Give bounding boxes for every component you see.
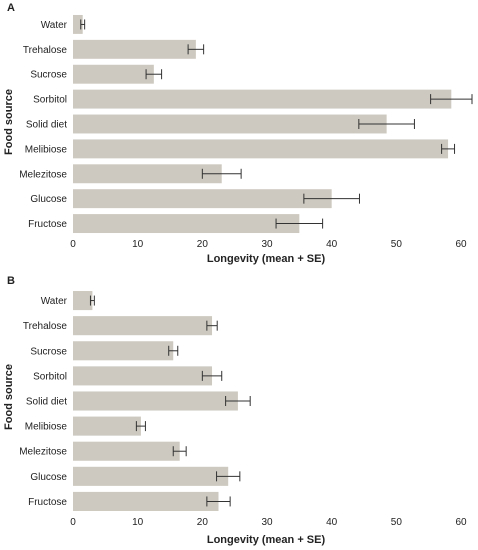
panel-b-x-axis-title: Longevity (mean + SE) — [207, 534, 326, 546]
panel-b-bar — [73, 391, 238, 411]
panel-a-category-label: Melibiose — [25, 144, 68, 155]
panel-a-category-label: Fructose — [28, 219, 67, 230]
panel-b-y-axis-title: Food source — [3, 364, 15, 430]
panel-a-category-label: Melezitose — [19, 169, 67, 180]
panel-a-x-axis-title: Longevity (mean + SE) — [207, 253, 326, 265]
panel-b-x-tick-label: 30 — [261, 517, 273, 528]
panel-a-x-tick-label: 50 — [391, 239, 403, 250]
panel-b-x-tick-label: 40 — [326, 517, 338, 528]
panel-a-bar — [73, 14, 83, 34]
panel-b-bar — [73, 441, 180, 461]
panel-b-category-label: Glucose — [30, 472, 67, 483]
panel-a-bar — [73, 139, 449, 159]
panel-a-plot-area: Water Trehalose Sucrose Sorbitol Solid diet M… — [19, 14, 473, 250]
panel-b-category-label: Fructose — [28, 497, 67, 508]
panel-b-category-label: Sucrose — [30, 346, 67, 357]
panel-a-category-label: Glucose — [30, 194, 67, 205]
panel-a-category-label: Sorbitol — [33, 95, 67, 106]
panel-b-category-label: Water — [41, 296, 68, 307]
panel-b: B Food source Longevity (mean + SE) Wate… — [3, 275, 467, 546]
panel-b-category-label: Trehalose — [23, 321, 68, 332]
panel-a-category-label: Sucrose — [30, 70, 67, 81]
panel-a-x-tick-label: 10 — [132, 239, 144, 250]
panel-b-bar — [73, 341, 174, 361]
panel-a-bar — [73, 114, 387, 134]
panel-a-x-tick-label: 20 — [197, 239, 209, 250]
panel-b-plot-area: Water Trehalose Sucrose Sorbitol Solid diet M… — [19, 291, 467, 528]
panel-b-x-tick-label: 20 — [197, 517, 209, 528]
panel-a-bar — [73, 164, 222, 184]
panel-a-bar — [73, 64, 154, 84]
panel-b-x-tick-label: 50 — [391, 517, 403, 528]
panel-a-letter: A — [7, 2, 15, 14]
panel-b-bar — [73, 291, 93, 311]
panel-b-category-label: Melibiose — [25, 422, 68, 433]
panel-a-x-tick-label: 40 — [326, 239, 338, 250]
panel-a-x-tick-label: 60 — [455, 239, 467, 250]
panel-b-category-label: Sorbitol — [33, 371, 67, 382]
panel-a-bar — [73, 89, 452, 109]
panel-a-category-label: Water — [41, 20, 68, 31]
panel-a-y-axis-title: Food source — [3, 89, 15, 155]
panel-b-bar — [73, 491, 219, 511]
panel-b-category-label: Solid diet — [26, 397, 67, 408]
panel-a-bar — [73, 214, 300, 234]
panel-b-x-tick-label: 0 — [70, 517, 76, 528]
panel-b-bar — [73, 316, 213, 336]
panel-a-x-tick-label: 30 — [261, 239, 273, 250]
panel-a: A Food source Longevity (mean + SE) Wate… — [3, 2, 473, 265]
panel-b-x-tick-label: 10 — [132, 517, 144, 528]
panel-b-category-label: Melezitose — [19, 447, 67, 458]
panel-b-bar — [73, 366, 213, 386]
panel-a-x-tick-label: 0 — [70, 239, 76, 250]
panel-a-category-label: Solid diet — [26, 120, 67, 131]
panel-a-bar — [73, 189, 332, 209]
panel-a-category-label: Trehalose — [23, 45, 68, 56]
panel-b-bar — [73, 466, 229, 486]
panel-b-letter: B — [7, 275, 15, 287]
panel-b-bar — [73, 416, 141, 436]
panel-b-x-tick-label: 60 — [455, 517, 467, 528]
panel-a-bar — [73, 39, 196, 59]
